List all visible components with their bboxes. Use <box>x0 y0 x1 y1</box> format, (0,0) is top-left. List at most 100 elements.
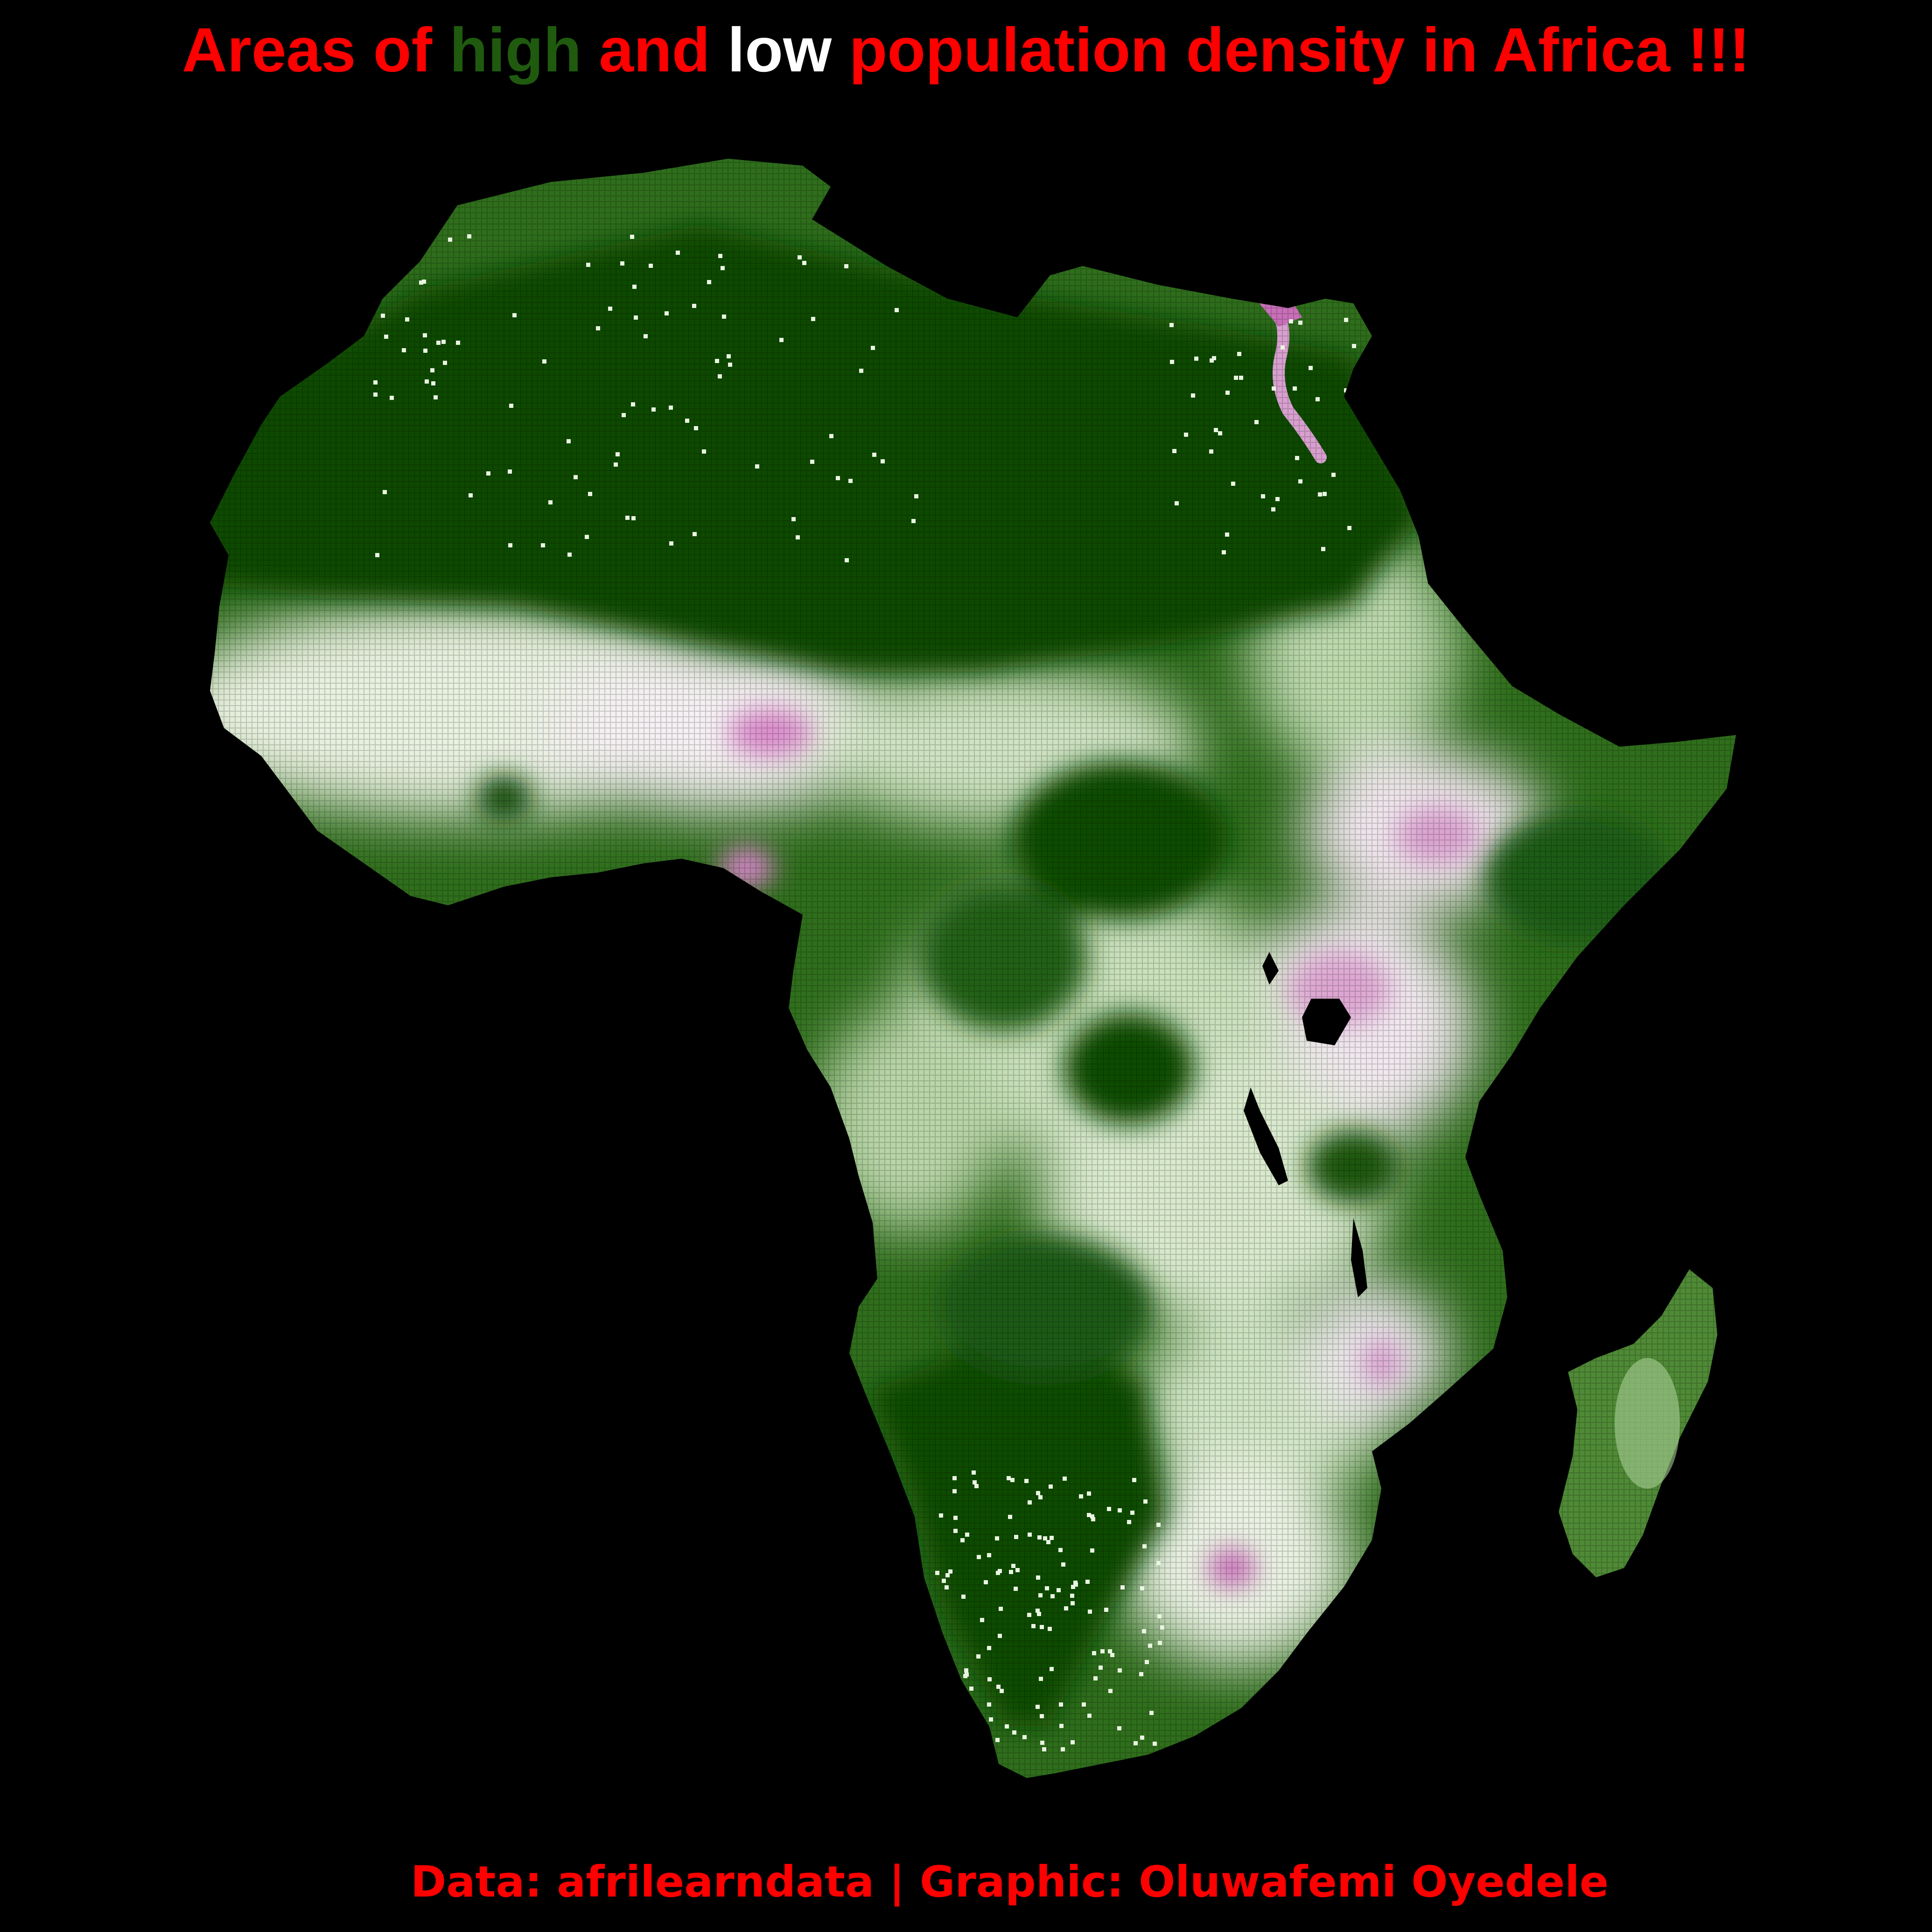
settlement-dot <box>947 1678 952 1682</box>
settlement-dot <box>596 326 600 330</box>
settlement-dot <box>1079 1494 1083 1498</box>
settlement-dot <box>718 374 722 378</box>
settlement-dot <box>1231 482 1235 486</box>
settlement-dot <box>1318 492 1322 497</box>
settlement-dot <box>383 490 387 494</box>
settlement-dot <box>1157 1614 1162 1618</box>
settlement-dot <box>1218 431 1222 435</box>
settlement-dot <box>1028 1500 1032 1505</box>
settlement-dot <box>1271 507 1275 511</box>
settlement-dot <box>1212 356 1216 360</box>
settlement-dot <box>1130 1511 1134 1515</box>
settlement-dot <box>1145 1660 1149 1664</box>
settlement-dot <box>953 1516 958 1520</box>
settlement-dot <box>960 1538 965 1542</box>
settlement-dot <box>1153 1742 1157 1746</box>
settlement-dot <box>995 1536 999 1540</box>
settlement-dot <box>727 354 731 358</box>
settlement-dot <box>952 1717 956 1721</box>
settlement-dot <box>632 285 637 289</box>
settlement-dot <box>973 1480 977 1484</box>
settlement-dot <box>1045 1586 1049 1590</box>
settlement-dot <box>1316 397 1320 401</box>
settlement-dot <box>1036 1705 1040 1709</box>
settlement-dot <box>895 308 899 312</box>
settlement-dot <box>973 1746 977 1750</box>
settlement-dot <box>384 335 388 339</box>
settlement-dot <box>1037 1612 1041 1616</box>
settlement-dot <box>980 1618 984 1622</box>
settlement-dot <box>586 263 590 267</box>
settlement-dot <box>1071 1740 1075 1744</box>
settlement-dot <box>802 261 806 265</box>
settlement-dot <box>1295 456 1299 460</box>
settlement-dot <box>974 1484 979 1488</box>
settlement-dot <box>1071 1585 1075 1589</box>
settlement-dot <box>694 426 698 430</box>
settlement-dot <box>669 541 673 546</box>
settlement-dot <box>1012 1730 1016 1735</box>
settlement-dot <box>1117 1726 1121 1730</box>
settlement-dot <box>512 313 517 317</box>
settlement-dot <box>1289 319 1293 323</box>
settlement-dot <box>1048 1627 1052 1631</box>
settlement-dot <box>911 519 916 523</box>
settlement-dot <box>622 413 626 417</box>
settlement-dot <box>952 1729 956 1734</box>
settlement-dot <box>669 406 673 410</box>
settlement-dot <box>1254 420 1259 424</box>
settlement-dot <box>1070 1594 1074 1598</box>
settlement-dot <box>443 361 447 365</box>
settlement-dot <box>1007 1476 1011 1480</box>
settlement-dot <box>791 517 796 521</box>
settlement-dot <box>1225 532 1229 537</box>
settlement-dot <box>1210 358 1214 363</box>
settlement-dot <box>1140 1586 1144 1590</box>
settlement-dot <box>1046 1540 1050 1544</box>
settlement-dot <box>373 380 378 385</box>
settlement-dot <box>1156 1561 1161 1565</box>
settlement-dot <box>1008 1515 1012 1519</box>
settlement-dot <box>1261 494 1265 498</box>
settlement-dot <box>469 493 473 497</box>
settlement-dot <box>1127 1520 1131 1524</box>
settlement-dot <box>953 1529 958 1533</box>
settlement-dot <box>1140 1736 1144 1740</box>
settlement-dot <box>1158 1641 1162 1645</box>
settlement-dot <box>467 234 471 238</box>
settlement-dot <box>1037 1535 1042 1540</box>
settlement-dot <box>1010 1478 1015 1482</box>
settlement-dot <box>548 500 553 504</box>
settlement-dot <box>987 1677 992 1681</box>
data-credit-caption: Data: afrilearndata | Graphic: Oluwafemi… <box>411 1857 1609 1907</box>
settlement-dot <box>935 1682 939 1686</box>
settlement-dot <box>1087 1491 1091 1496</box>
settlement-dot <box>796 535 800 539</box>
settlement-dot <box>942 1579 946 1583</box>
settlement-dot <box>954 1747 959 1751</box>
settlement-dot <box>1011 1564 1015 1568</box>
settlement-dot <box>422 280 426 284</box>
settlement-dot <box>1331 473 1336 477</box>
settlement-dot <box>419 280 423 285</box>
settlement-dot <box>1107 1507 1111 1511</box>
settlement-dot <box>651 407 656 412</box>
settlement-dot <box>423 333 427 337</box>
settlement-dot <box>430 368 434 372</box>
settlement-dot <box>939 1513 943 1518</box>
settlement-dot <box>509 404 513 408</box>
settlement-dot <box>1091 1517 1095 1521</box>
settlement-dot <box>1148 1644 1152 1648</box>
settlement-dot <box>1038 1593 1043 1597</box>
settlement-dot <box>1110 1653 1114 1657</box>
settlement-dot <box>1040 1714 1044 1718</box>
settlement-dot <box>436 341 441 345</box>
settlement-dot <box>567 439 571 443</box>
settlement-dot <box>1005 1724 1009 1729</box>
settlement-dot <box>984 1580 988 1584</box>
settlement-dot <box>844 264 848 268</box>
settlement-dot <box>1118 1508 1122 1512</box>
settlement-dot <box>390 396 394 400</box>
settlement-dot <box>1172 449 1176 453</box>
settlement-dot <box>999 1607 1003 1611</box>
